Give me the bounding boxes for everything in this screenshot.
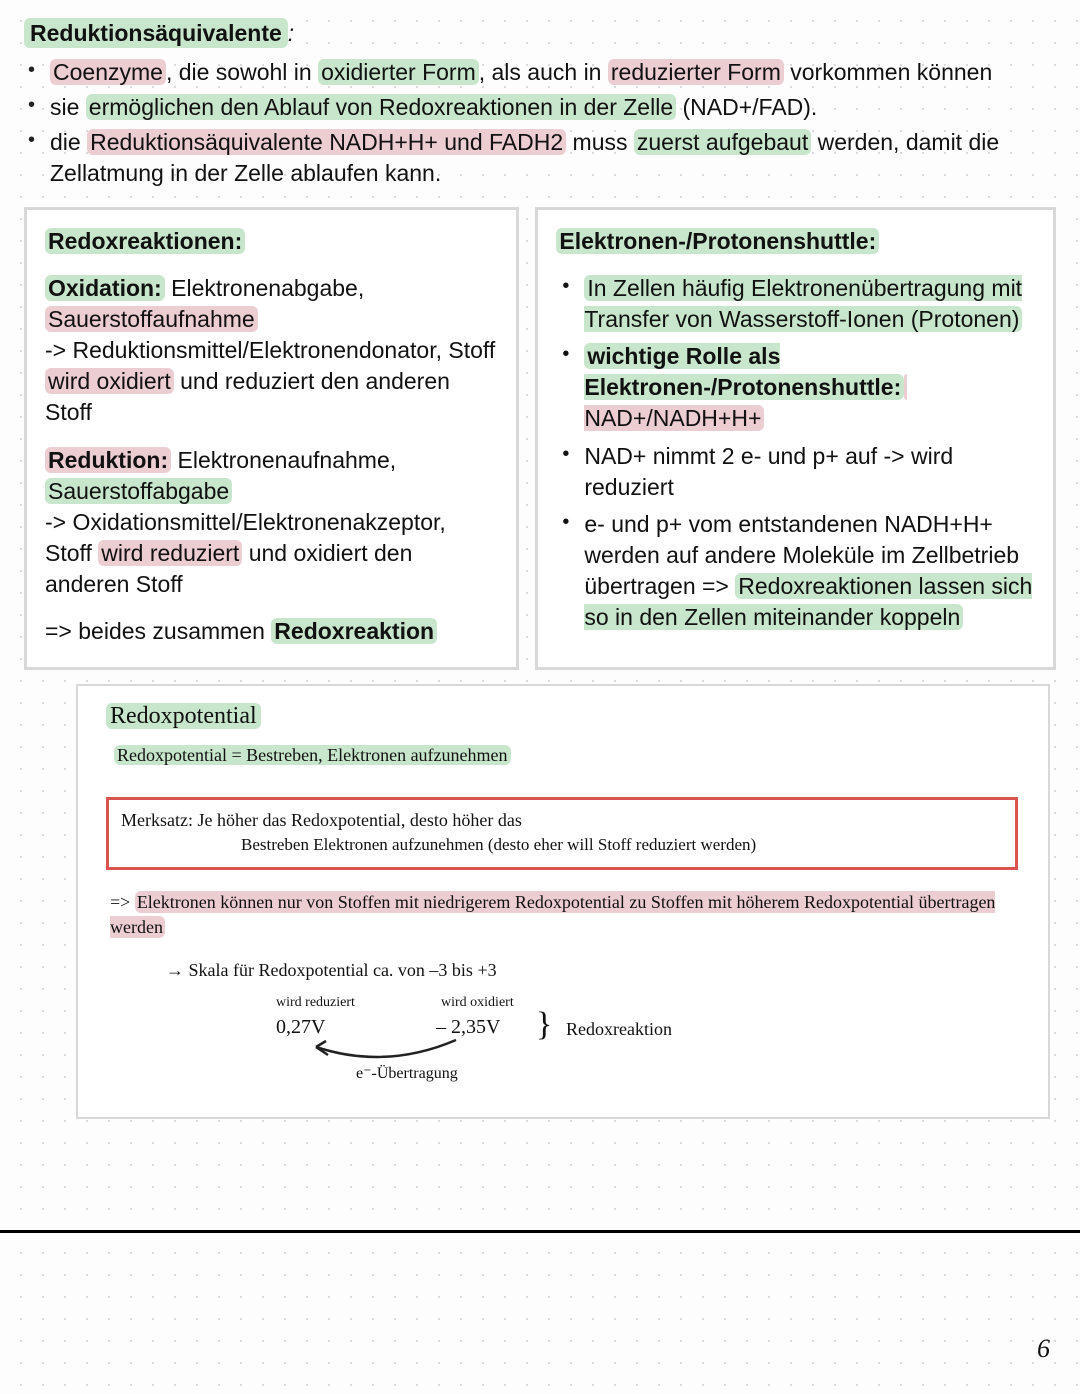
ox-label: Oxidation: [45,275,165,301]
s1: In Zellen häufig Elektronenübertragung m… [584,275,1022,332]
shuttle-list: In Zellen häufig Elektronenübertragung m… [556,273,1035,633]
arrow1-hl: Elektronen können nur von Stoffen mit ni… [110,891,995,938]
d-label: Redoxreaktion [566,1017,672,1042]
arrow1-pre: => [110,892,135,912]
oxidation-para: Oxidation: Elektronenabgabe, Sauerstoffa… [45,273,498,428]
b3-hl2: zuerst aufgebaut [634,129,811,155]
ox-line2-hl: wird oxidiert [45,368,174,394]
notes-title-hl: Redoxpotential [106,703,261,729]
ox-rest1: Elektronenabgabe, [165,275,365,301]
bullet-3: die Reduktionsäquivalente NADH+H+ und FA… [50,127,1056,189]
redox-conclusion: => beides zusammen Redoxreaktion [45,616,498,647]
top-bullet-list: Coenzyme, die sowohl in oxidierter Form,… [24,57,1056,189]
page-number: 6 [1037,1331,1050,1366]
b3-pre: die [50,129,87,155]
handwritten-notes-box: Redoxpotential Redoxpotential = Bestrebe… [76,684,1050,1119]
notes-arrow-2: → Skala für Redoxpotential ca. von –3 bi… [166,958,1028,983]
d-etrans: e⁻-Übertragung [356,1063,458,1085]
d-top-right: wird oxidiert [441,993,514,1013]
ox-line2a: -> Reduktionsmittel/Elektronendonator, S… [45,337,495,363]
b2-pre: sie [50,94,86,120]
bullet-1: Coenzyme, die sowohl in oxidierter Form,… [50,57,1056,88]
notes-definition: Redoxpotential = Bestreben, Elektronen a… [114,743,1028,768]
b1-hl1: Coenzyme [50,59,166,85]
title-highlight: Reduktionsäquivalente [24,18,288,48]
b1-post: vorkommen können [784,59,992,85]
b1-hl2: oxidierter Form [318,59,479,85]
b3-hl1: Reduktionsäquivalente NADH+H+ und FADH2 [87,129,566,155]
ox-hl: Sauerstoffaufnahme [45,306,258,332]
redox-heading: Redoxreaktionen: [45,228,245,254]
notes-def-hl: Redoxpotential = Bestreben, Elektronen a… [114,745,511,765]
bullet-2: sie ermöglichen den Ablauf von Redoxreak… [50,92,1056,123]
two-column-boxes: Redoxreaktionen: Oxidation: Elektronenab… [24,207,1056,670]
b1-mid2: , als auch in [479,59,608,85]
section-title: Reduktionsäquivalente: [24,18,1056,49]
red-line2-hl: wird reduziert [98,540,242,566]
shuttle-item-4: e- und p+ vom entstandenen NADH+H+ werde… [584,509,1035,633]
notes-title: Redoxpotential [106,700,1028,734]
d-top-left: wird reduziert [276,993,355,1013]
shuttle-box: Elektronen-/Protonenshuttle: In Zellen h… [535,207,1056,670]
reduktion-para: Reduktion: Elektronenaufnahme, Sauerstof… [45,445,498,600]
shuttle-item-2: wichtige Rolle als Elektronen-/Protonens… [584,341,1035,434]
concl-bold: Redoxreaktion [271,618,437,644]
b2-post: (NAD+/FAD). [676,94,817,120]
red-label: Reduktion: [45,447,171,473]
title-colon: : [288,20,294,46]
brace-icon: } [536,1001,552,1049]
merk-label: Merksatz: [121,810,193,830]
curved-arrow-icon [306,1035,466,1065]
voltage-diagram: wird reduziert wird oxidiert 0,27V – 2,3… [266,993,1028,1093]
b1-mid1: , die sowohl in [166,59,318,85]
horizontal-rule [0,1230,1080,1233]
redox-box: Redoxreaktionen: Oxidation: Elektronenab… [24,207,519,670]
shuttle-item-1: In Zellen häufig Elektronenübertragung m… [584,273,1035,335]
red-rest1: Elektronenaufnahme, [171,447,396,473]
b1-hl3: reduzierter Form [608,59,784,85]
notes-arrow-1: => Elektronen können nur von Stoffen mit… [110,890,1028,940]
concl-pre: => beides zusammen [45,618,271,644]
shuttle-heading: Elektronen-/Protonenshuttle: [556,228,879,254]
merksatz-box: Merksatz: Je höher das Redoxpotential, d… [106,797,1018,870]
b3-mid: muss [566,129,634,155]
b2-hl1: ermöglichen den Ablauf von Redoxreaktion… [86,94,676,120]
merk-l2: Bestreben Elektronen aufzunehmen (desto … [121,833,1003,857]
shuttle-item-3: NAD+ nimmt 2 e- und p+ auf -> wird reduz… [584,441,1035,503]
red-hl: Sauerstoffabgabe [45,478,232,504]
s2-bold: wichtige Rolle als Elektronen-/Protonens… [584,343,904,400]
merk-l1: Je höher das Redoxpotential, desto höher… [193,810,522,830]
